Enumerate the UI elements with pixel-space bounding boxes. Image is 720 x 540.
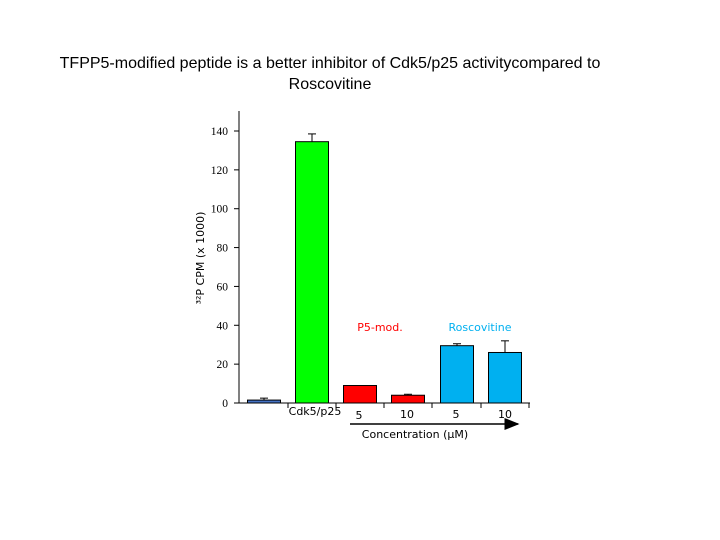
y-tick-label: 80 [217, 243, 229, 255]
y-tick-label: 0 [222, 398, 228, 410]
chart-title-line1: TFPP5-modified peptide is a better inhib… [59, 55, 601, 72]
bar [295, 141, 329, 404]
x-tick-label: 10 [400, 408, 414, 421]
x-tick-label: 10 [498, 408, 512, 421]
y-tick-label: 20 [217, 359, 229, 371]
bar [247, 399, 281, 404]
bar [391, 394, 425, 404]
x-axis-label: Concentration (µM) [362, 428, 468, 441]
x-tick-label: 5 [453, 408, 460, 421]
y-axis-label: ³²P CPM (x 1000) [194, 212, 207, 305]
bar [488, 351, 522, 404]
bar [440, 345, 474, 404]
y-tick-label: 120 [211, 165, 229, 177]
y-tick-label: 100 [211, 204, 229, 216]
series-annotation: P5-mod. [357, 321, 403, 334]
x-tick-label: 5 [356, 409, 363, 422]
x-tick-label: Cdk5/p25 [289, 405, 342, 418]
series-annotation: Roscovitine [448, 321, 511, 334]
y-tick-label: 140 [211, 126, 229, 138]
bar [343, 385, 377, 404]
chart-title-line2: Roscovitine [288, 76, 372, 93]
y-tick-label: 40 [217, 320, 229, 332]
y-tick-label: 60 [217, 281, 229, 293]
